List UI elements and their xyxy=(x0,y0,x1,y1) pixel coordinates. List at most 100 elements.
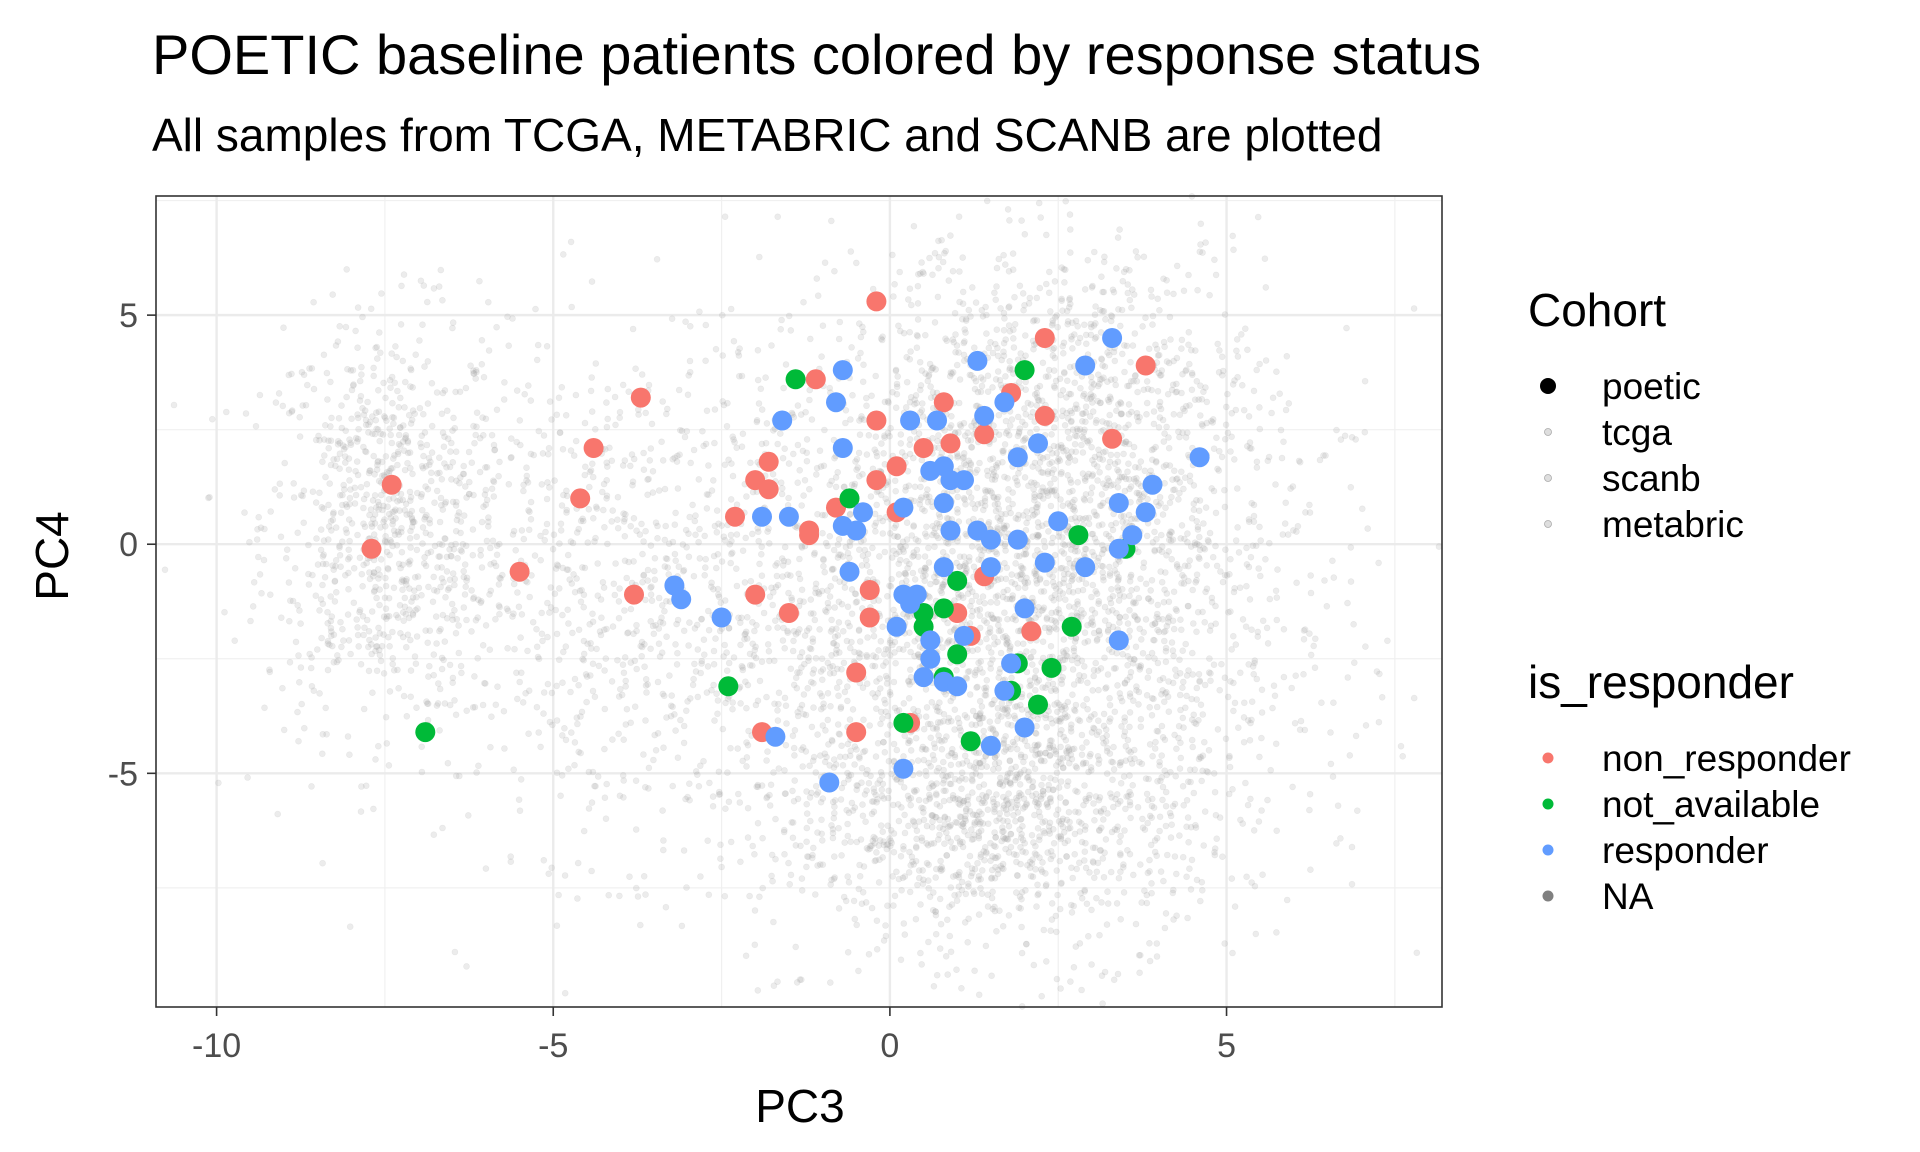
background-point xyxy=(986,625,994,632)
background-point xyxy=(553,922,561,930)
background-point xyxy=(1110,976,1118,984)
background-point xyxy=(912,734,920,742)
background-point xyxy=(693,621,701,629)
background-point xyxy=(1113,265,1120,272)
background-point xyxy=(310,298,317,306)
background-point xyxy=(1242,779,1249,787)
background-point xyxy=(455,649,463,657)
background-point xyxy=(1364,525,1371,532)
background-point xyxy=(752,654,760,662)
background-point xyxy=(1228,646,1235,653)
background-point xyxy=(881,748,889,756)
background-point xyxy=(161,566,169,574)
background-point xyxy=(374,742,382,750)
background-point xyxy=(975,991,983,999)
background-point xyxy=(841,584,849,591)
background-point xyxy=(593,505,601,512)
background-point xyxy=(659,846,667,854)
background-point xyxy=(419,524,427,531)
background-point xyxy=(1078,441,1085,449)
background-point xyxy=(805,654,812,661)
background-point xyxy=(813,275,821,282)
background-point xyxy=(982,684,990,691)
background-point xyxy=(649,622,657,630)
background-point xyxy=(888,575,895,583)
background-point xyxy=(440,443,448,451)
background-point xyxy=(680,847,688,854)
background-point xyxy=(1081,663,1088,670)
background-point xyxy=(832,483,840,491)
background-point xyxy=(517,776,525,783)
background-point xyxy=(493,542,501,550)
background-point xyxy=(755,537,763,545)
background-point xyxy=(739,547,747,555)
background-point xyxy=(1248,879,1255,886)
background-point xyxy=(1185,271,1192,279)
background-point xyxy=(835,335,843,343)
background-point xyxy=(444,586,452,594)
background-point xyxy=(375,575,382,582)
background-point xyxy=(633,665,641,673)
background-point xyxy=(600,584,608,591)
background-point xyxy=(292,638,300,646)
background-point xyxy=(481,680,489,687)
background-point xyxy=(923,523,930,531)
background-point xyxy=(355,425,362,433)
background-point xyxy=(892,659,899,667)
background-point xyxy=(976,612,984,620)
background-point xyxy=(402,434,410,442)
background-point xyxy=(855,546,863,554)
background-point xyxy=(1163,289,1171,297)
background-point xyxy=(1210,770,1218,777)
background-point xyxy=(649,467,657,475)
background-point xyxy=(837,796,845,803)
background-point xyxy=(465,448,473,456)
background-point xyxy=(1101,654,1108,662)
background-point xyxy=(704,607,712,615)
background-point xyxy=(610,580,618,588)
background-point xyxy=(363,480,371,488)
background-point xyxy=(438,564,446,571)
background-point xyxy=(821,607,829,614)
background-point xyxy=(734,790,742,798)
background-point xyxy=(417,277,425,285)
background-point xyxy=(933,724,940,731)
background-point xyxy=(1197,412,1204,419)
background-point xyxy=(701,532,709,540)
background-point xyxy=(531,552,539,559)
background-point xyxy=(1067,476,1074,484)
background-point xyxy=(1128,586,1135,594)
background-point xyxy=(1074,788,1081,796)
background-point xyxy=(863,402,870,410)
background-point xyxy=(1167,834,1175,841)
background-point xyxy=(424,485,432,493)
background-point xyxy=(231,637,238,645)
background-point xyxy=(439,824,446,832)
background-point xyxy=(1146,856,1153,864)
background-point xyxy=(1231,456,1238,463)
background-point xyxy=(1171,800,1179,808)
background-point xyxy=(1272,587,1280,595)
background-point xyxy=(1134,388,1141,396)
background-point xyxy=(632,884,640,892)
background-point xyxy=(563,509,570,516)
background-point xyxy=(412,606,419,614)
background-point xyxy=(723,667,731,675)
background-point xyxy=(893,707,901,715)
background-point xyxy=(693,771,701,779)
background-point xyxy=(1158,722,1166,730)
background-point xyxy=(943,916,951,924)
background-point xyxy=(1001,559,1008,567)
background-point xyxy=(285,617,293,625)
background-point xyxy=(791,777,799,784)
background-point xyxy=(469,551,477,559)
background-point xyxy=(476,434,484,442)
background-point xyxy=(844,619,852,627)
background-point xyxy=(692,531,699,539)
background-point xyxy=(1180,485,1187,493)
background-point xyxy=(357,808,365,815)
background-point xyxy=(1153,703,1161,711)
background-point xyxy=(654,534,661,542)
background-point xyxy=(1167,336,1174,343)
background-point xyxy=(275,390,283,397)
